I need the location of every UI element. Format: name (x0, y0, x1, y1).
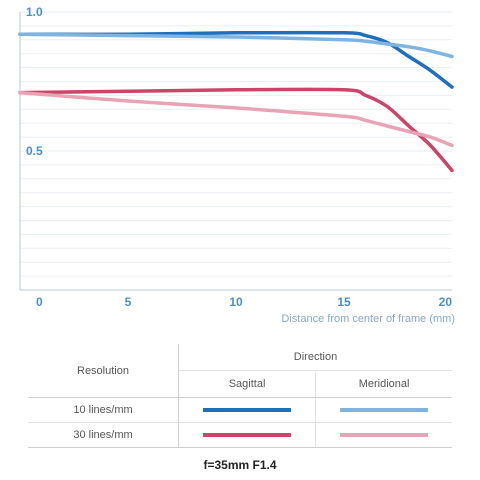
legend-row-label: 30 lines/mm (28, 422, 179, 448)
legend-row: 10 lines/mm (28, 397, 452, 423)
resolution-header: Resolution (28, 344, 179, 398)
x-tick-label: 5 (125, 295, 132, 309)
direction-header: Direction (178, 344, 452, 371)
series-line-10-lines-mm-sagittal (18, 30, 454, 89)
x-tick-label: 0 (36, 295, 43, 309)
legend-row-label: 10 lines/mm (28, 397, 179, 423)
x-tick-label: 20 (439, 295, 453, 309)
y-tick-label: 1.0 (26, 5, 43, 19)
mtf-chart: 0 5 10 15 20 1.0 0.5 Distance from center of f… (18, 5, 455, 325)
lens-caption: f=35mm F1.4 (203, 458, 277, 472)
chart-series (18, 30, 454, 173)
x-tick-label: 10 (229, 295, 243, 309)
sagittal-header: Sagittal (178, 370, 317, 398)
chart-grid (20, 11, 452, 291)
series-line-10-lines-mm-meridional (18, 32, 454, 59)
series-line-30-lines-mm-sagittal (18, 87, 454, 173)
legend-swatch-30-meridional (340, 433, 429, 438)
chart-axes (19, 12, 452, 291)
legend-table: Resolution Direction Sagittal Meridional… (28, 344, 452, 448)
chart-ticks: 0 5 10 15 20 1.0 0.5 (26, 5, 452, 309)
y-tick-label: 0.5 (26, 144, 43, 158)
x-tick-label: 15 (337, 295, 351, 309)
legend-swatch-10-sagittal (203, 408, 292, 413)
legend-swatch-10-meridional (340, 408, 429, 413)
series-line-30-lines-mm-meridional (18, 90, 454, 148)
legend-swatch-30-sagittal (203, 433, 292, 438)
legend-row: 30 lines/mm (28, 422, 452, 448)
x-axis-label: Distance from center of frame (mm) (281, 313, 455, 325)
meridional-header: Meridional (315, 370, 452, 398)
